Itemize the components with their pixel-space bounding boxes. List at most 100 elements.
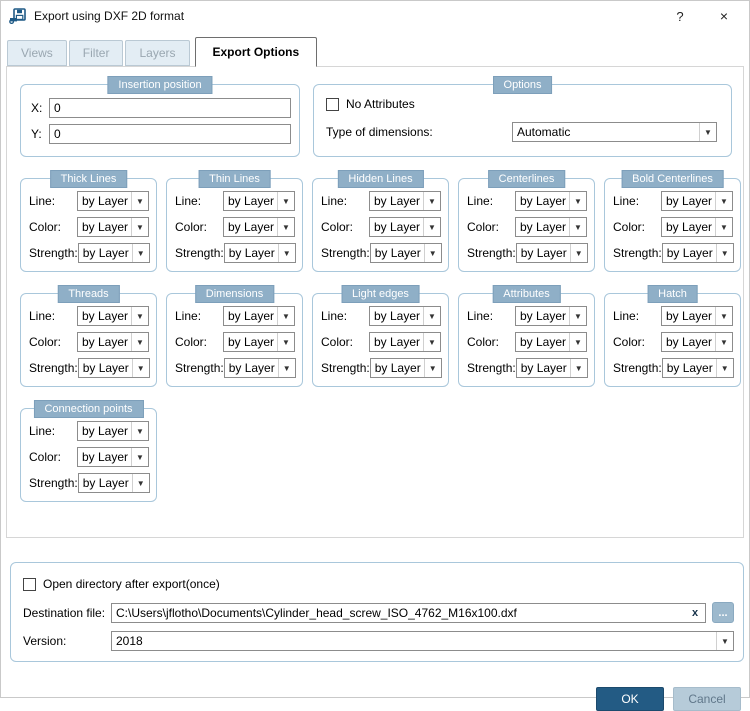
color-select[interactable]: by Layer ▼ [223, 332, 295, 352]
line-select[interactable]: by Layer ▼ [515, 306, 587, 326]
tab-layers[interactable]: Layers [125, 40, 190, 66]
line-select[interactable]: by Layer ▼ [77, 421, 149, 441]
chevron-down-icon[interactable]: ▼ [569, 307, 586, 325]
chevron-down-icon[interactable]: ▼ [715, 359, 733, 377]
line-group: Thick Lines Line: by Layer ▼ Color: by L… [20, 170, 157, 272]
line-select[interactable]: by Layer ▼ [77, 306, 149, 326]
tab-filter[interactable]: Filter [68, 40, 124, 66]
chevron-down-icon[interactable]: ▼ [423, 307, 440, 325]
strength-select[interactable]: by Layer ▼ [77, 243, 150, 263]
line-select[interactable]: by Layer ▼ [661, 306, 733, 326]
strength-select[interactable]: by Layer ▼ [369, 243, 442, 263]
line-label: Line: [467, 194, 494, 208]
line-groups-row-3: Connection points Line: by Layer ▼ Color… [20, 400, 732, 502]
type-of-dimensions-select[interactable]: Automatic ▼ [512, 122, 717, 142]
line-select[interactable]: by Layer ▼ [515, 191, 587, 211]
strength-select[interactable]: by Layer ▼ [515, 243, 588, 263]
chevron-down-icon[interactable]: ▼ [277, 192, 294, 210]
color-select[interactable]: by Layer ▼ [515, 217, 587, 237]
chevron-down-icon[interactable]: ▼ [131, 359, 149, 377]
browse-button[interactable]: ... [712, 602, 734, 623]
close-button[interactable]: × [719, 8, 729, 24]
color-label: Color: [467, 220, 500, 234]
chevron-down-icon[interactable]: ▼ [569, 333, 586, 351]
line-select[interactable]: by Layer ▼ [369, 306, 441, 326]
chevron-down-icon[interactable]: ▼ [569, 218, 586, 236]
color-select[interactable]: by Layer ▼ [369, 332, 441, 352]
color-select[interactable]: by Layer ▼ [77, 217, 149, 237]
chevron-down-icon[interactable]: ▼ [131, 192, 148, 210]
no-attributes-checkbox[interactable] [326, 97, 339, 111]
chevron-down-icon[interactable]: ▼ [131, 307, 148, 325]
line-label: Line: [321, 309, 348, 323]
chevron-down-icon[interactable]: ▼ [423, 192, 440, 210]
chevron-down-icon[interactable]: ▼ [715, 218, 732, 236]
chevron-down-icon[interactable]: ▼ [277, 244, 295, 262]
line-groups-row-1: Thick Lines Line: by Layer ▼ Color: by L… [20, 170, 741, 272]
color-label: Color: [321, 220, 354, 234]
help-button[interactable]: ? [676, 8, 684, 24]
chevron-down-icon[interactable]: ▼ [131, 333, 148, 351]
chevron-down-icon[interactable]: ▼ [423, 333, 440, 351]
chevron-down-icon[interactable]: ▼ [715, 307, 732, 325]
chevron-down-icon[interactable]: ▼ [715, 333, 732, 351]
tab-export-options[interactable]: Export Options [194, 37, 318, 67]
color-select[interactable]: by Layer ▼ [369, 217, 441, 237]
chevron-down-icon[interactable]: ▼ [716, 632, 733, 650]
version-select[interactable]: 2018 ▼ [111, 631, 734, 651]
strength-select[interactable]: by Layer ▼ [369, 358, 442, 378]
chevron-down-icon[interactable]: ▼ [131, 422, 148, 440]
chevron-down-icon[interactable]: ▼ [423, 218, 440, 236]
line-select[interactable]: by Layer ▼ [77, 191, 149, 211]
strength-select[interactable]: by Layer ▼ [661, 243, 734, 263]
chevron-down-icon[interactable]: ▼ [699, 123, 716, 141]
group-title: Centerlines [487, 170, 566, 188]
line-group: Light edges Line: by Layer ▼ Color: by L… [312, 285, 449, 387]
strength-select[interactable]: by Layer ▼ [77, 473, 150, 493]
chevron-down-icon[interactable]: ▼ [131, 244, 149, 262]
export-options-panel: Insertion position X: Y: Options No Attr… [6, 66, 744, 538]
open-directory-checkbox[interactable] [23, 577, 36, 591]
color-select[interactable]: by Layer ▼ [77, 447, 149, 467]
chevron-down-icon[interactable]: ▼ [715, 192, 732, 210]
chevron-down-icon[interactable]: ▼ [423, 244, 441, 262]
line-select[interactable]: by Layer ▼ [223, 306, 295, 326]
tab-views[interactable]: Views [7, 40, 67, 66]
cancel-button[interactable]: Cancel [673, 687, 741, 711]
line-select[interactable]: by Layer ▼ [661, 191, 733, 211]
color-select[interactable]: by Layer ▼ [661, 217, 733, 237]
chevron-down-icon[interactable]: ▼ [277, 333, 294, 351]
chevron-down-icon[interactable]: ▼ [131, 448, 148, 466]
color-select[interactable]: by Layer ▼ [223, 217, 295, 237]
strength-select[interactable]: by Layer ▼ [515, 358, 588, 378]
strength-select[interactable]: by Layer ▼ [77, 358, 150, 378]
color-select[interactable]: by Layer ▼ [77, 332, 149, 352]
chevron-down-icon[interactable]: ▼ [569, 192, 586, 210]
ok-button[interactable]: OK [596, 687, 664, 711]
color-select[interactable]: by Layer ▼ [515, 332, 587, 352]
chevron-down-icon[interactable]: ▼ [131, 474, 149, 492]
chevron-down-icon[interactable]: ▼ [277, 218, 294, 236]
strength-select[interactable]: by Layer ▼ [661, 358, 734, 378]
color-select[interactable]: by Layer ▼ [661, 332, 733, 352]
y-input[interactable] [49, 124, 291, 144]
destination-file-input[interactable] [111, 602, 706, 623]
chevron-down-icon[interactable]: ▼ [569, 359, 587, 377]
options-group: Options No Attributes Type of dimensions… [313, 76, 732, 157]
chevron-down-icon[interactable]: ▼ [277, 307, 294, 325]
line-group: Bold Centerlines Line: by Layer ▼ Color:… [604, 170, 741, 272]
x-input[interactable] [49, 98, 291, 118]
chevron-down-icon[interactable]: ▼ [131, 218, 148, 236]
color-label: Color: [613, 220, 646, 234]
line-group: Hidden Lines Line: by Layer ▼ Color: by … [312, 170, 449, 272]
strength-select[interactable]: by Layer ▼ [223, 358, 296, 378]
chevron-down-icon[interactable]: ▼ [277, 359, 295, 377]
chevron-down-icon[interactable]: ▼ [569, 244, 587, 262]
line-select[interactable]: by Layer ▼ [369, 191, 441, 211]
chevron-down-icon[interactable]: ▼ [715, 244, 733, 262]
line-select[interactable]: by Layer ▼ [223, 191, 295, 211]
color-label: Color: [175, 335, 208, 349]
clear-icon[interactable]: x [691, 606, 699, 619]
chevron-down-icon[interactable]: ▼ [423, 359, 441, 377]
strength-select[interactable]: by Layer ▼ [223, 243, 296, 263]
